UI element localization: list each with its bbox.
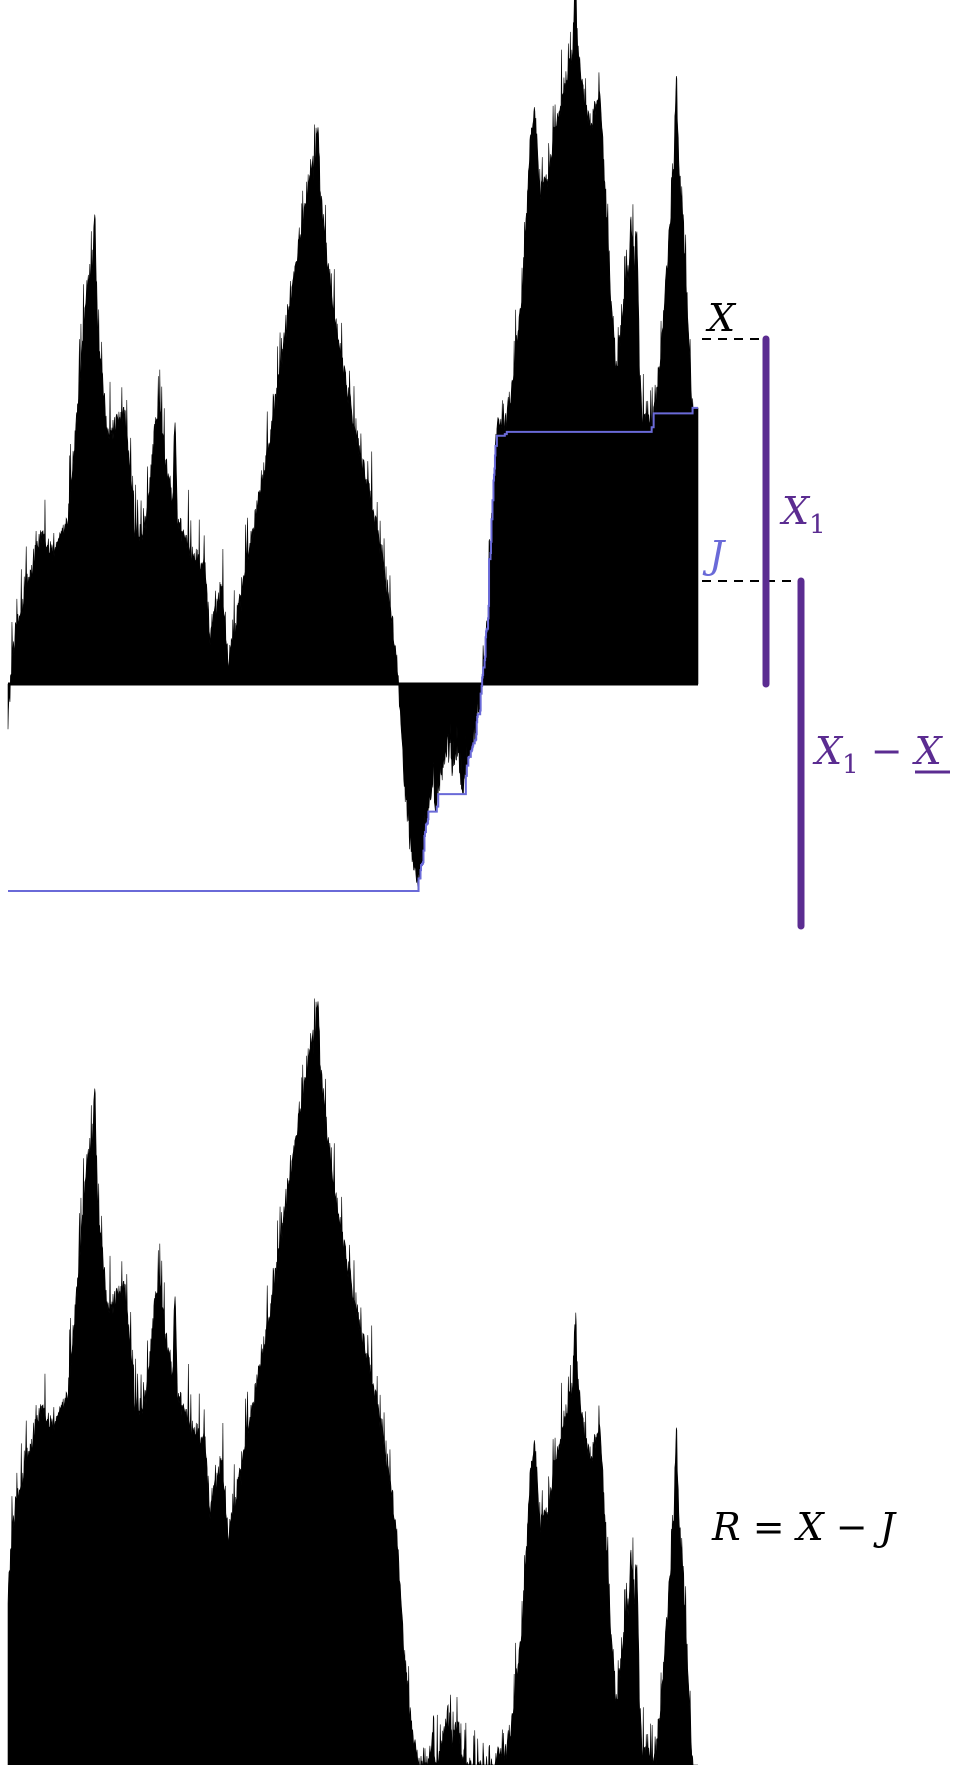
- label-x1: X1: [779, 489, 826, 540]
- top-panel: X J X1 X1 − X: [7, 0, 950, 930]
- label-j: J: [702, 533, 726, 577]
- running-infimum-j: [8, 406, 698, 892]
- process-path-x: [7, 0, 699, 891]
- label-x: X: [705, 296, 737, 340]
- label-reflected-process: R = X − J: [711, 1505, 897, 1549]
- label-x1-minus-infimum: X1 − X: [812, 729, 944, 780]
- bottom-panel: R = X − J: [7, 998, 897, 1765]
- reflected-process-r: [7, 998, 698, 1765]
